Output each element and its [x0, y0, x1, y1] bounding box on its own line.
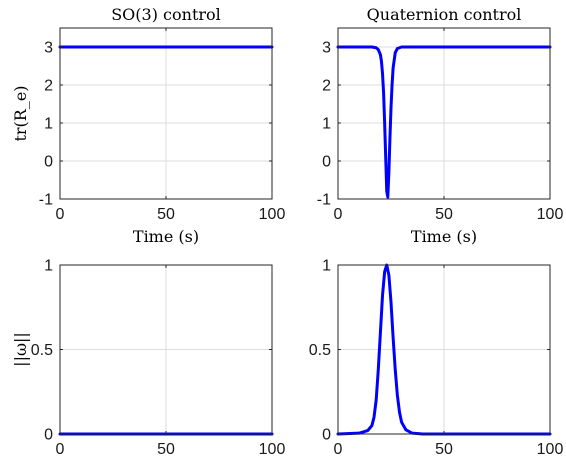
y-tick-label: 0 [322, 427, 331, 444]
subplot-so3-omega: 0 50 100 0 0.5 1 ||ω|| [11, 258, 285, 459]
y-tick-label: 2 [322, 78, 331, 95]
series-line [336, 263, 552, 436]
y-tick-label: -1 [39, 192, 53, 209]
y-tick-label: 1 [44, 258, 53, 275]
subplot-quaternion-omega: 0 50 100 0 0.5 1 [309, 258, 564, 459]
subplot-title: Quaternion control [367, 5, 522, 24]
x-tick-label: 50 [435, 206, 453, 223]
x-axis-label: Time (s) [133, 227, 199, 246]
y-tick-label: 3 [44, 40, 53, 57]
y-tick-label: 0 [44, 427, 53, 444]
series-line [336, 45, 552, 199]
y-tick-label: 1 [322, 116, 331, 133]
y-tick-label: 0 [322, 154, 331, 171]
y-tick-label: 1 [322, 258, 331, 275]
x-tick-label: 0 [334, 206, 343, 223]
x-tick-label: 100 [537, 441, 564, 458]
x-tick-label: 100 [259, 206, 286, 223]
y-axis-label: ||ω|| [11, 332, 30, 367]
y-tick-label: 0 [44, 154, 53, 171]
subplot-title: SO(3) control [111, 5, 221, 24]
x-tick-label: 0 [334, 441, 343, 458]
x-tick-label: 50 [435, 441, 453, 458]
x-tick-label: 0 [56, 206, 65, 223]
y-tick-label: 2 [44, 78, 53, 95]
x-axis-label: Time (s) [411, 227, 477, 246]
y-tick-label: 0.5 [31, 342, 53, 359]
y-tick-label: 1 [44, 116, 53, 133]
x-tick-label: 50 [157, 441, 175, 458]
y-tick-label: 0.5 [309, 342, 331, 359]
y-axis-label: tr(R_e) [11, 85, 30, 141]
x-tick-label: 100 [259, 441, 286, 458]
x-tick-label: 100 [537, 206, 564, 223]
y-tick-label: -1 [317, 192, 331, 209]
y-tick-label: 3 [322, 40, 331, 57]
x-tick-label: 50 [157, 206, 175, 223]
x-tick-label: 0 [56, 441, 65, 458]
